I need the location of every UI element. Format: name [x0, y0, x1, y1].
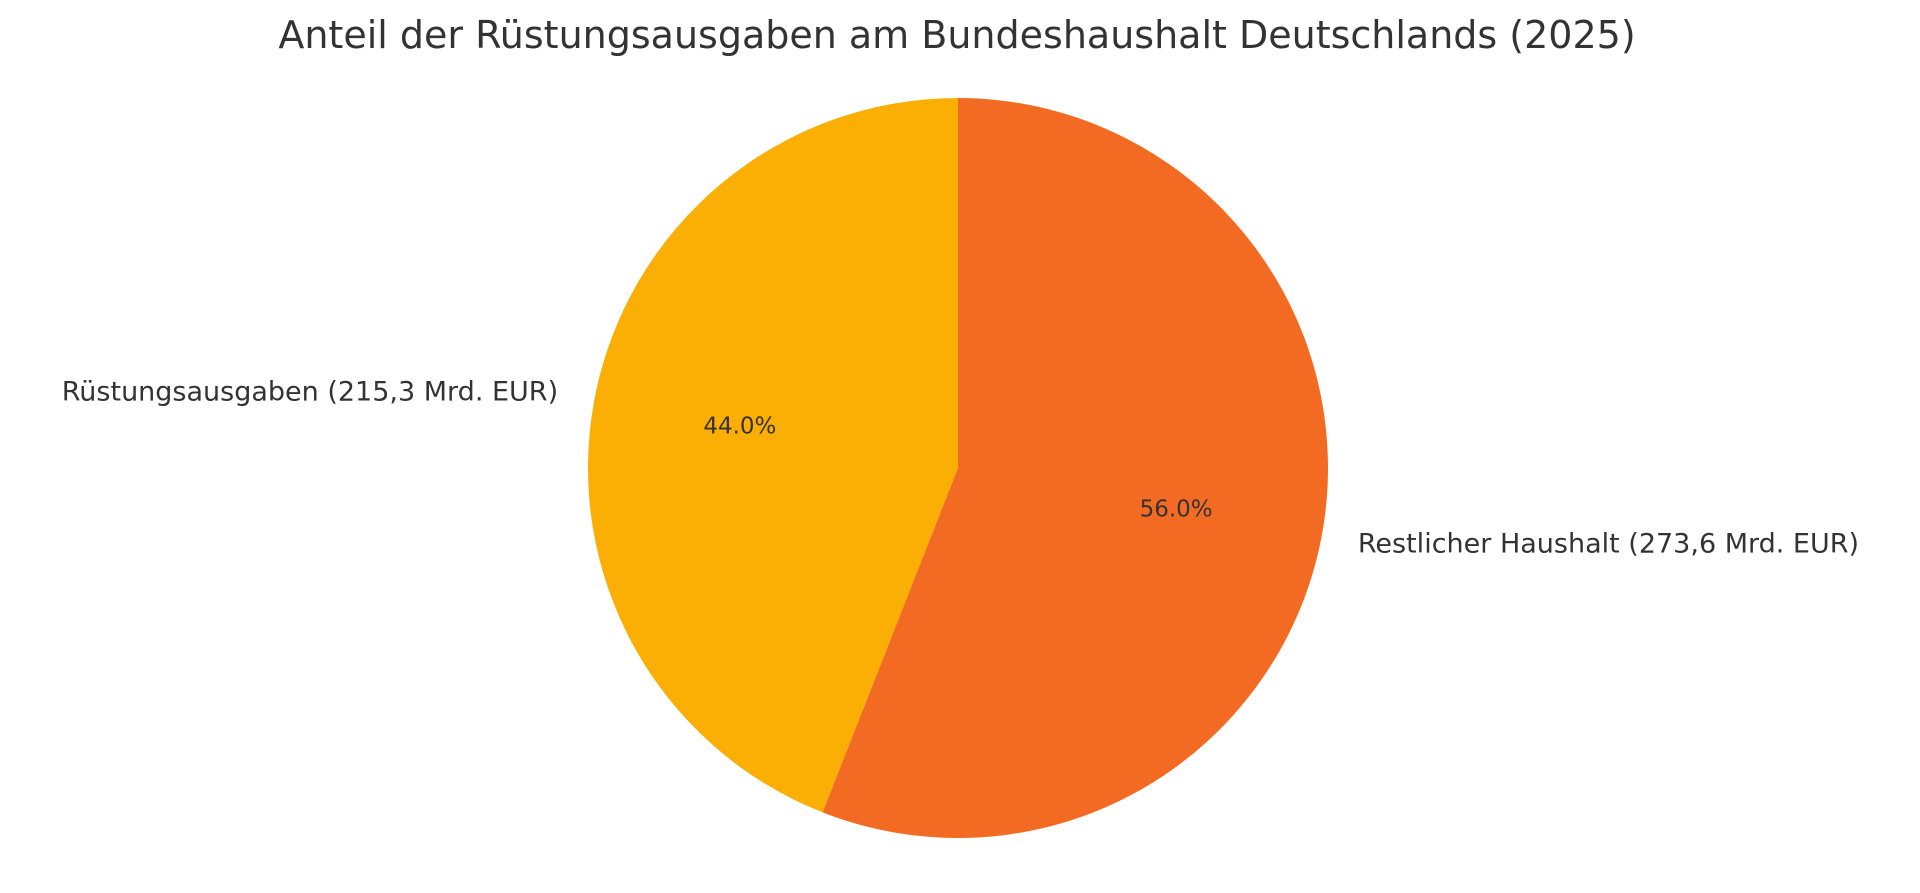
slice-label-1: Rüstungsausgaben (215,3 Mrd. EUR) [62, 377, 558, 408]
slice-percent-label-2: 56.0% [1140, 496, 1213, 522]
slice-percent-label-1: 44.0% [703, 414, 776, 440]
slice-label-2: Restlicher Haushalt (273,6 Mrd. EUR) [1358, 528, 1859, 559]
pie-slices [587, 98, 1328, 838]
chart-title: Anteil der Rüstungsausgaben am Bundeshau… [278, 13, 1635, 57]
pie-slice-1 [587, 98, 958, 813]
pie-slice-2 [822, 98, 1328, 838]
pie-labels: Rüstungsausgaben (215,3 Mrd. EUR) 44.0% Re… [62, 377, 1859, 560]
